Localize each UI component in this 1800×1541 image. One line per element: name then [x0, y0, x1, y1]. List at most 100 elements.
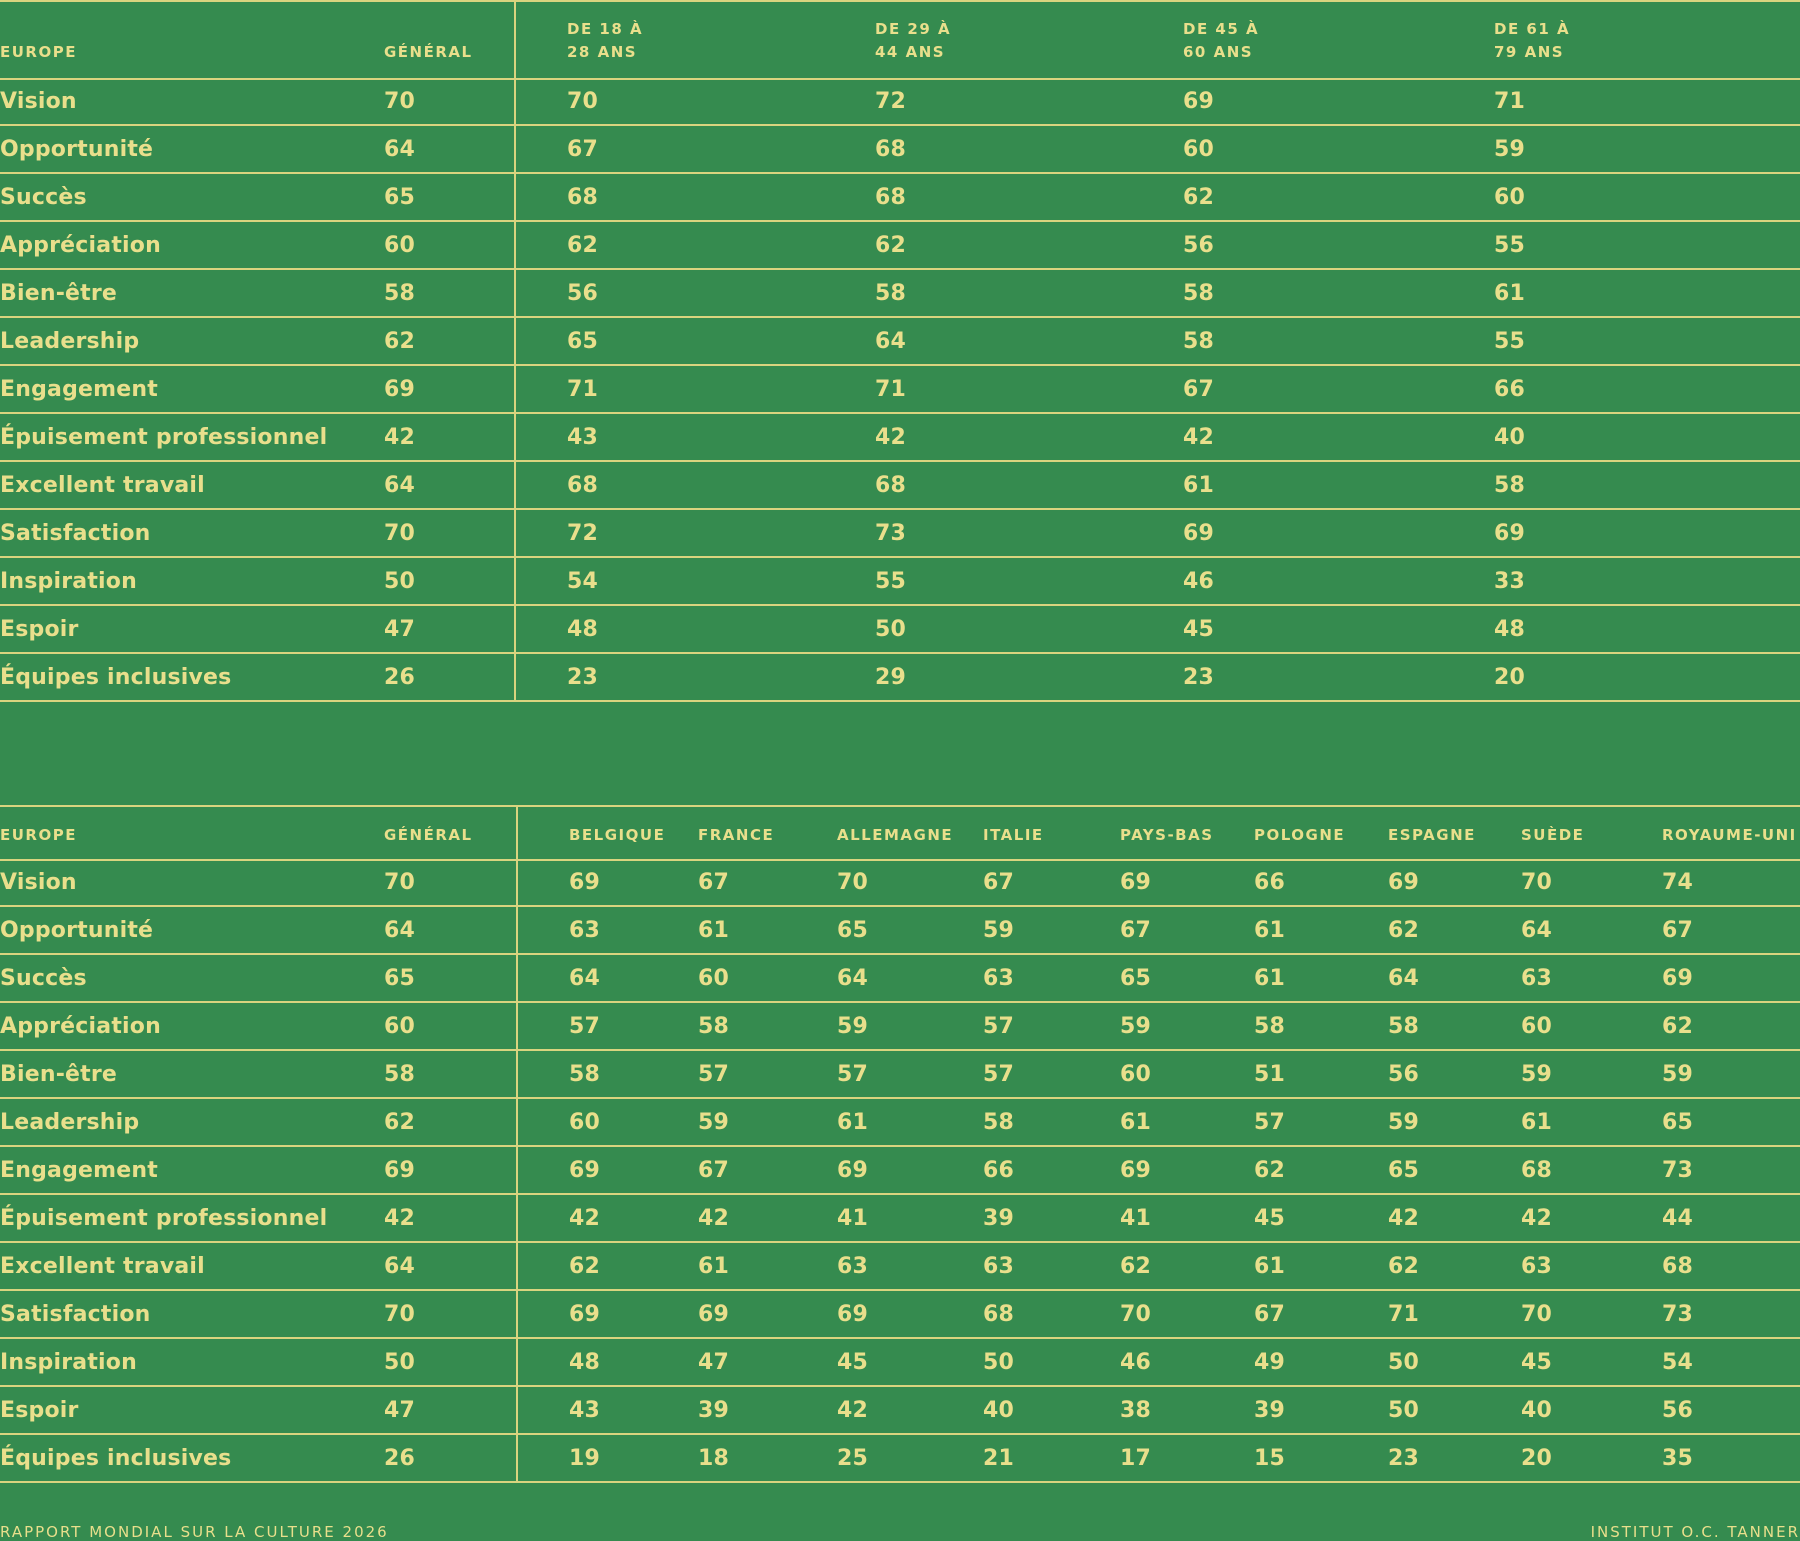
table-cell: 42 — [1183, 425, 1215, 450]
row-label: Espoir — [0, 617, 79, 642]
table-cell: 42 — [1388, 1206, 1420, 1231]
table-cell: 48 — [1494, 617, 1526, 642]
table-cell: 70 — [384, 870, 416, 895]
table-cell: 73 — [1662, 1158, 1694, 1183]
table-cell: 60 — [1494, 185, 1526, 210]
table-cell: 57 — [569, 1014, 601, 1039]
table-cell: 68 — [567, 185, 599, 210]
table-cell: 71 — [1388, 1302, 1420, 1327]
table-cell: 61 — [698, 918, 730, 943]
table-cell: 67 — [698, 870, 730, 895]
table-row: Inspiration 50 48 47 45 50 46 49 50 45 54 — [0, 1339, 1800, 1387]
table-cell: 68 — [567, 473, 599, 498]
row-label: Leadership — [0, 329, 140, 354]
table-cell: 45 — [837, 1350, 869, 1375]
table-cell: 58 — [1183, 281, 1215, 306]
table-cell: 60 — [1521, 1014, 1553, 1039]
row-label: Opportunité — [0, 137, 154, 162]
table-cell: 58 — [384, 1062, 416, 1087]
row-label: Satisfaction — [0, 521, 151, 546]
table-row: Excellent travail 64 62 61 63 63 62 61 62 63 68 — [0, 1243, 1800, 1291]
table-row: Épuisement professionnel 42 43 42 42 40 — [0, 414, 1800, 462]
table-cell: 35 — [1662, 1446, 1694, 1471]
table-cell: 63 — [983, 1254, 1015, 1279]
table-cell: 58 — [698, 1014, 730, 1039]
table-cell: 29 — [875, 665, 907, 690]
row-label: Succès — [0, 185, 87, 210]
table-cell: 50 — [875, 617, 907, 642]
table-cell: 50 — [983, 1350, 1015, 1375]
row-label: Excellent travail — [0, 473, 205, 498]
table-cell: 73 — [875, 521, 907, 546]
row-label: Inspiration — [0, 569, 137, 594]
row-label: Engagement — [0, 377, 158, 402]
table-cell: 60 — [384, 1014, 416, 1039]
table-cell: 43 — [567, 425, 599, 450]
table-cell: 58 — [1494, 473, 1526, 498]
table-cell: 61 — [698, 1254, 730, 1279]
table-cell: 70 — [1120, 1302, 1152, 1327]
table-cell: 60 — [698, 966, 730, 991]
table-cell: 42 — [1521, 1206, 1553, 1231]
table-cell: 65 — [384, 185, 416, 210]
row-label: Espoir — [0, 1398, 79, 1423]
table-cell: 59 — [698, 1110, 730, 1135]
table-cell: 67 — [698, 1158, 730, 1183]
table-cell: 58 — [1388, 1014, 1420, 1039]
table-cell: 40 — [983, 1398, 1015, 1423]
table-cell: 59 — [1494, 137, 1526, 162]
footer-report-title: RAPPORT MONDIAL SUR LA CULTURE 2026 — [0, 1523, 389, 1541]
table-cell: 59 — [1521, 1062, 1553, 1087]
table-cell: 60 — [569, 1110, 601, 1135]
table-cell: 65 — [567, 329, 599, 354]
table-row: Appréciation 60 57 58 59 57 59 58 58 60 62 — [0, 1003, 1800, 1051]
row-label: Opportunité — [0, 918, 154, 943]
row-label: Excellent travail — [0, 1254, 205, 1279]
table-cell: 70 — [384, 1302, 416, 1327]
table-cell: 62 — [567, 233, 599, 258]
table-cell: 65 — [1662, 1110, 1694, 1135]
table-cell: 41 — [837, 1206, 869, 1231]
table-cell: 18 — [698, 1446, 730, 1471]
row-label: Bien-être — [0, 281, 118, 306]
table-row: Équipes inclusives 26 19 18 25 21 17 15 23 20 35 — [0, 1435, 1800, 1483]
table-cell: 70 — [1521, 870, 1553, 895]
table-cell: 63 — [569, 918, 601, 943]
header-row: EUROPE GÉNÉRAL BELGIQUE FRANCE ALLEMAGNE ITAL… — [0, 805, 1800, 861]
table-cell: 58 — [569, 1062, 601, 1087]
table-cell: 67 — [567, 137, 599, 162]
table-row: Leadership 62 65 64 58 55 — [0, 318, 1800, 366]
table-cell: 42 — [837, 1398, 869, 1423]
table-cell: 58 — [875, 281, 907, 306]
table-cell: 69 — [837, 1302, 869, 1327]
table-cell: 66 — [1494, 377, 1526, 402]
table-cell: 61 — [837, 1110, 869, 1135]
table-cell: 61 — [1254, 1254, 1286, 1279]
table-cell: 56 — [1183, 233, 1215, 258]
table-cell: 69 — [384, 377, 416, 402]
table-cell: 64 — [384, 473, 416, 498]
table-cell: 61 — [1494, 281, 1526, 306]
table-cell: 54 — [1662, 1350, 1694, 1375]
column-header-espagne: ESPAGNE — [1388, 826, 1476, 844]
column-header-france: FRANCE — [698, 826, 775, 844]
table-cell: 55 — [1494, 329, 1526, 354]
table-cell: 69 — [698, 1302, 730, 1327]
table-cell: 51 — [1254, 1062, 1286, 1087]
table-cell: 58 — [384, 281, 416, 306]
table-cell: 44 — [1662, 1206, 1694, 1231]
table-cell: 68 — [875, 185, 907, 210]
table-cell: 57 — [698, 1062, 730, 1087]
row-label: Inspiration — [0, 1350, 137, 1375]
table-cell: 65 — [384, 966, 416, 991]
table-cell: 25 — [837, 1446, 869, 1471]
table-row: Appréciation 60 62 62 56 55 — [0, 222, 1800, 270]
table-cell: 21 — [983, 1446, 1015, 1471]
table-cell: 59 — [1662, 1062, 1694, 1087]
row-label: Épuisement professionnel — [0, 1206, 328, 1231]
table-row: Vision 70 70 72 69 71 — [0, 78, 1800, 126]
table-row: Inspiration 50 54 55 46 33 — [0, 558, 1800, 606]
table-row: Bien-être 58 56 58 58 61 — [0, 270, 1800, 318]
table-cell: 61 — [1183, 473, 1215, 498]
table-cell: 65 — [1388, 1158, 1420, 1183]
